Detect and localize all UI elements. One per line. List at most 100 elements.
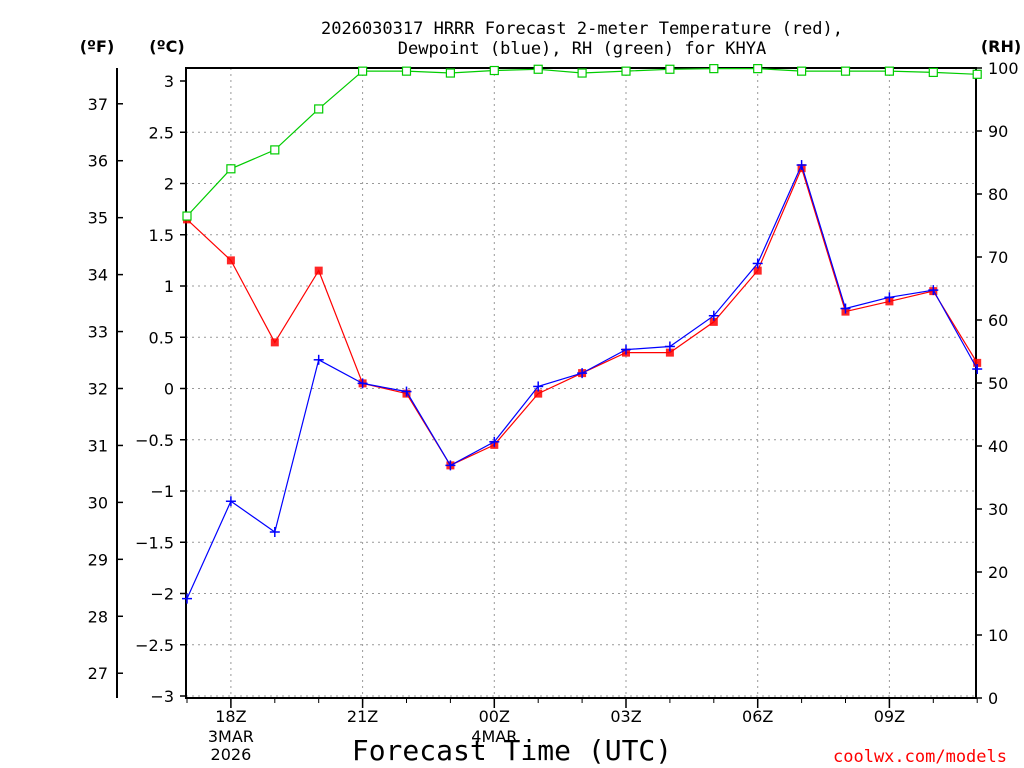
temperature-point xyxy=(314,266,323,275)
fahrenheit-tick-label: 34 xyxy=(88,266,108,285)
rh-point xyxy=(445,68,455,78)
fahrenheit-tick-label: 36 xyxy=(88,152,108,171)
rh-point xyxy=(401,66,412,76)
temperature-point xyxy=(665,348,674,357)
dewpoint-point xyxy=(357,378,368,389)
rh-point xyxy=(533,64,543,74)
celsius-tick-label: −3 xyxy=(150,687,174,706)
rh-axis-unit: (RH) xyxy=(981,37,1021,56)
rh-point xyxy=(796,66,807,76)
fahrenheit-tick-label: 32 xyxy=(88,380,108,399)
dewpoint-point xyxy=(225,496,236,507)
rh-tick-label: 10 xyxy=(988,626,1008,645)
dewpoint-point xyxy=(577,368,588,379)
x-tick-label: 03Z xyxy=(610,707,641,726)
celsius-tick-label: 2 xyxy=(164,175,174,194)
rh-point xyxy=(182,211,192,221)
dewpoint-point xyxy=(752,258,763,269)
rh-tick-label: 60 xyxy=(988,311,1008,330)
rh-point xyxy=(753,64,763,74)
temperature-point xyxy=(226,256,235,265)
x-tick-label: 21Z xyxy=(347,707,378,726)
dewpoint-point xyxy=(269,527,280,537)
dewpoint-point xyxy=(664,341,675,352)
rh-tick-label: 50 xyxy=(988,374,1008,393)
rh-tick-label: 20 xyxy=(988,563,1008,582)
celsius-tick-label: −1.5 xyxy=(135,533,174,552)
rh-point xyxy=(489,65,499,76)
celsius-tick-label: −2.5 xyxy=(135,636,174,655)
dewpoint-point xyxy=(182,593,192,604)
dewpoint-point xyxy=(445,460,456,471)
rh-point xyxy=(226,164,236,174)
rh-tick-label: 80 xyxy=(988,185,1008,204)
celsius-tick-label: 2.5 xyxy=(149,123,174,142)
credit-link[interactable]: coolwx.com/models xyxy=(833,747,1007,767)
celsius-tick-label: 1.5 xyxy=(149,226,174,245)
rh-point xyxy=(577,68,587,78)
rh-point xyxy=(928,67,938,78)
series-line-rh xyxy=(186,67,978,217)
rh-tick-label: 30 xyxy=(988,500,1008,519)
chart-subtitle: Dewpoint (blue), RH (green) for KHYA xyxy=(398,39,766,59)
x-tick-sublabel: 2026 xyxy=(211,745,252,764)
x-tick-label: 00Z xyxy=(479,707,510,726)
rh-tick-label: 40 xyxy=(988,437,1008,456)
grid-lines xyxy=(186,68,976,698)
dewpoint-point xyxy=(621,344,631,355)
rh-point xyxy=(358,66,368,76)
rh-point xyxy=(840,66,851,76)
temperature-point xyxy=(973,358,982,367)
fahrenheit-tick-label: 30 xyxy=(88,493,108,512)
celsius-tick-label: 3 xyxy=(164,72,174,91)
x-tick-sublabel: 4MAR xyxy=(471,727,517,746)
y-axis-ticks: 3 2.5 2 1.5 1 0.5 0 −0.5 −1 −1.5 −2 −2.5 −3 37 36 35 34 3… xyxy=(88,59,1019,708)
celsius-tick-label: −1 xyxy=(150,482,174,501)
fahrenheit-tick-label: 37 xyxy=(88,95,108,114)
rh-tick-label: 70 xyxy=(988,248,1008,267)
series-line-dewpoint xyxy=(186,163,978,599)
rh-point xyxy=(709,64,719,74)
rh-point xyxy=(621,66,631,76)
dewpoint-point xyxy=(489,436,500,447)
rh-point xyxy=(665,64,675,74)
dewpoint-point xyxy=(708,310,719,321)
rh-point xyxy=(270,145,280,155)
plot-frame xyxy=(185,67,977,699)
x-axis-title: Forecast Time (UTC) xyxy=(352,734,672,767)
dewpoint-point xyxy=(796,160,807,171)
chart-title: 2026030317 HRRR Forecast 2-meter Tempera… xyxy=(321,19,843,39)
dewpoint-point xyxy=(401,386,412,397)
temperature-point xyxy=(753,266,762,275)
rh-point xyxy=(972,69,982,79)
fahrenheit-tick-label: 35 xyxy=(88,209,108,228)
celsius-tick-label: 0 xyxy=(164,380,174,399)
x-tick-label: 09Z xyxy=(874,707,905,726)
fahrenheit-tick-label: 29 xyxy=(88,550,108,569)
series-line-temperature xyxy=(186,166,978,467)
fahrenheit-tick-label: 27 xyxy=(88,664,108,683)
dewpoint-point xyxy=(972,364,983,375)
celsius-tick-label: 0.5 xyxy=(149,328,174,347)
rh-tick-label: 0 xyxy=(988,689,998,708)
temperature-point xyxy=(270,338,279,347)
fahrenheit-tick-label: 31 xyxy=(88,436,108,455)
dewpoint-point xyxy=(840,303,851,314)
rh-tick-label: 90 xyxy=(988,122,1008,141)
x-tick-label: 06Z xyxy=(742,707,773,726)
rh-point xyxy=(314,104,324,114)
rh-tick-label: 100 xyxy=(988,59,1019,78)
temperature-point xyxy=(534,389,543,398)
dewpoint-point xyxy=(313,354,324,365)
temperature-point xyxy=(709,317,718,326)
celsius-tick-label: 1 xyxy=(164,277,174,296)
celsius-axis-unit: (ºC) xyxy=(149,37,184,56)
dewpoint-point xyxy=(928,285,939,296)
dewpoint-point xyxy=(533,381,544,392)
series-layer xyxy=(182,64,983,604)
fahrenheit-tick-label: 28 xyxy=(88,607,108,626)
celsius-tick-label: −0.5 xyxy=(135,431,174,450)
celsius-tick-label: −2 xyxy=(150,585,174,604)
